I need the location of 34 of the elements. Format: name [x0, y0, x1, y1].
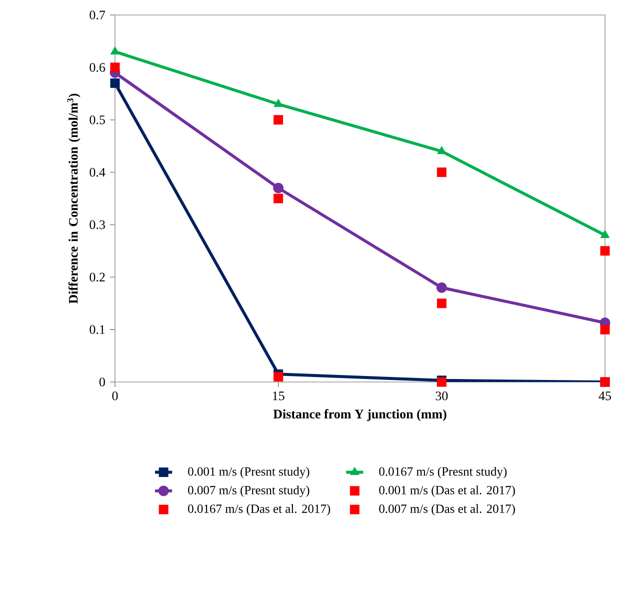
- point: [110, 46, 120, 54]
- y-tick-label: 0: [99, 378, 105, 386]
- point: [274, 194, 284, 204]
- y-tick-label: 0.1: [90, 325, 105, 334]
- point: [600, 246, 610, 256]
- y-tick-label: 0.6: [90, 63, 106, 72]
- point: [274, 115, 284, 125]
- legend-label: 0.001 m/s (Das et al. 2017): [379, 486, 515, 497]
- legend-label: 0.007 m/s (Presnt study): [188, 486, 310, 497]
- point: [110, 62, 120, 72]
- y-tick-label: 0.3: [90, 220, 105, 230]
- legend-label: 0.001 m/s (Presnt study): [188, 466, 310, 478]
- legend-label: 0.0167 m/s (Das et al. 2017): [188, 504, 330, 516]
- point: [273, 182, 284, 194]
- legend-label: 0.007 m/s (Das et al. 2017): [379, 504, 515, 516]
- x-tick-label: 30: [436, 392, 448, 400]
- point: [110, 78, 120, 88]
- y-tick-label: 0.7: [90, 10, 106, 20]
- point: [436, 168, 446, 178]
- y-axis-title: Difference in Concentration (mol/m$^{3}$): [67, 94, 80, 304]
- x-axis-title: Distance from Y junction (mm): [273, 409, 446, 422]
- point: [436, 282, 447, 293]
- point: [600, 324, 610, 334]
- point: [274, 98, 283, 107]
- point: [436, 298, 446, 308]
- y-tick-label: 0.4: [90, 168, 106, 177]
- y-tick-label: 0.2: [90, 272, 105, 282]
- point: [600, 230, 610, 238]
- point: [274, 372, 284, 382]
- y-tick-label: 0.5: [90, 115, 105, 124]
- x-tick-label: 0: [112, 392, 118, 400]
- x-tick-label: 45: [598, 392, 611, 400]
- legend-label: 0.0167 m/s (Presnt study): [379, 466, 507, 478]
- x-tick-label: 15: [272, 392, 284, 400]
